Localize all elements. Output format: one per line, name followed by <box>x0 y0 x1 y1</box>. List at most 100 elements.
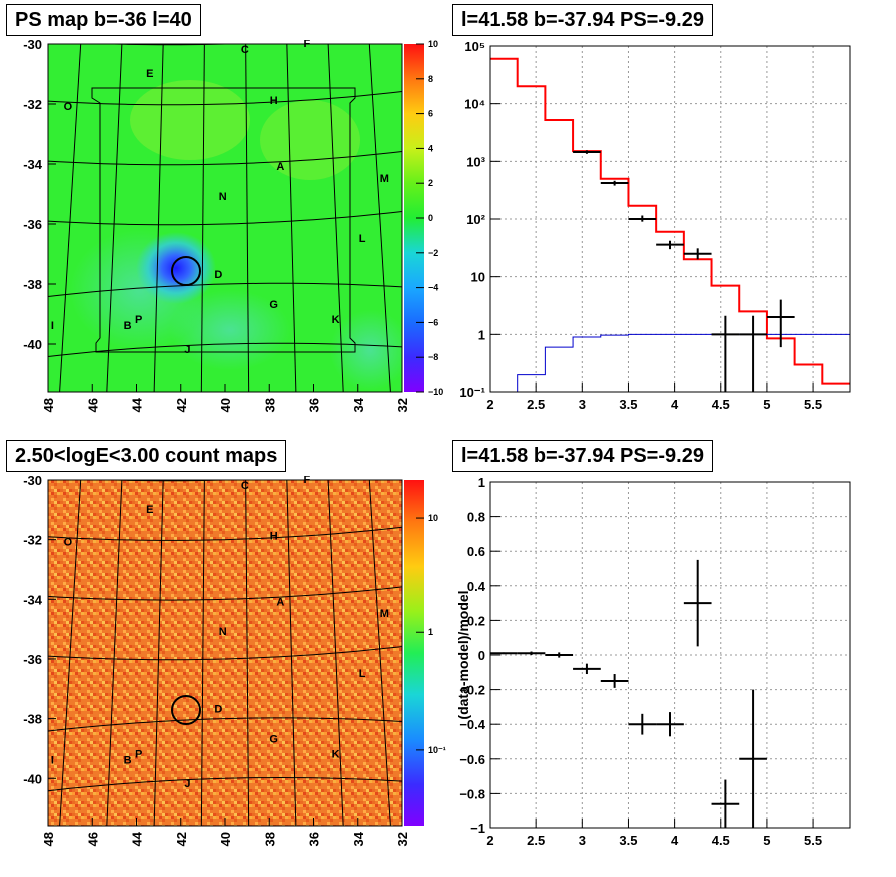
y-tick-label: 0 <box>478 648 485 663</box>
x-tick-label: 3 <box>579 833 586 848</box>
x-tick-label: 4 <box>671 397 679 412</box>
grid-longitude-line <box>59 480 82 826</box>
x-tick-label: 36 <box>307 832 322 846</box>
source-label-b: B <box>124 754 132 766</box>
y-tick-label: 10⁻¹ <box>459 385 485 400</box>
y-tick-label: 0.4 <box>467 579 486 594</box>
x-tick-label: 38 <box>262 398 277 412</box>
x-tick-label: 46 <box>85 398 100 412</box>
colorbar-tick-label: 6 <box>428 109 433 119</box>
y-tick-label: 0.6 <box>467 544 485 559</box>
source-label-l: L <box>359 668 366 680</box>
x-tick-label: 44 <box>130 831 145 846</box>
grid-longitude-line <box>59 44 82 392</box>
source-label-p: P <box>135 748 142 760</box>
ps-map-cool-patch <box>330 310 402 390</box>
residual-axes: 2 2.5 3 3.5 4 4.5 5 5.5 −1 −0.8 −0.6 −0.4 −0.2 0 0.2 0.… <box>459 475 822 848</box>
colorbar-tick-label: 1 <box>428 627 433 637</box>
y-tick-label: -34 <box>23 592 43 607</box>
count-map-colorbar <box>404 480 424 826</box>
count-map-svg: C F E H O A M N L D G K I B P J 48 46 44 42 40 38 36 34 32 -30 -3… <box>23 473 446 846</box>
source-label-g: G <box>269 299 278 311</box>
residual-points <box>490 559 767 828</box>
colorbar-tick-label: −4 <box>428 283 438 293</box>
source-label-k: K <box>332 314 340 326</box>
spectrum-svg: 2 2.5 3 3.5 4 4.5 5 5.5 10⁻¹ 1 10 10² 10³ 10⁴ 10⁵ <box>459 39 851 412</box>
grid-latitude-line <box>48 210 402 226</box>
x-tick-label: 44 <box>130 397 145 412</box>
colorbar-tick-label: −6 <box>428 317 438 327</box>
count-map-source-labels: C F E H O A M N L D G K I B P J <box>51 474 389 790</box>
x-tick-label: 32 <box>395 398 410 412</box>
x-tick-label: 34 <box>351 831 366 846</box>
colorbar-tick-label: −2 <box>428 248 438 258</box>
count-map-coordinate-grid <box>48 480 402 826</box>
source-label-c: C <box>241 44 249 56</box>
ps-map-axis-ticks: 48 46 44 42 40 38 36 34 32 -30 -32 -34 -36 -38 -40 <box>23 37 410 412</box>
y-tick-label: -40 <box>23 337 42 352</box>
y-tick-label: 10⁵ <box>464 40 485 54</box>
grid-longitude-line <box>153 44 164 392</box>
ps-map-bright-patch <box>130 80 250 160</box>
x-tick-label: 2.5 <box>527 397 545 412</box>
grid-longitude-line <box>245 44 250 392</box>
ps-map-roi-outline <box>91 87 356 353</box>
y-tick-label: 10⁴ <box>464 97 485 112</box>
source-label-i: I <box>51 320 54 332</box>
y-tick-label: -34 <box>23 157 43 172</box>
colorbar-tick-label: 4 <box>428 143 433 153</box>
grid-latitude-line <box>48 90 402 106</box>
grid-latitude-line <box>48 586 402 601</box>
x-tick-label: 2.5 <box>527 833 545 848</box>
x-tick-label: 48 <box>41 398 56 412</box>
source-label-f: F <box>303 476 310 486</box>
colorbar-tick-label: 10 <box>428 513 438 523</box>
y-tick-label: 1 <box>478 476 485 490</box>
x-tick-label: 3.5 <box>619 397 637 412</box>
source-label-k: K <box>332 748 340 760</box>
x-tick-label: 2 <box>486 833 493 848</box>
source-label-d: D <box>214 269 222 281</box>
source-label-h: H <box>270 531 278 543</box>
colorbar-tick-label: 8 <box>428 74 433 84</box>
source-label-n: N <box>219 191 227 203</box>
count-map-colorbar-ticks: 10 1 10⁻¹ <box>416 513 446 755</box>
source-label-n: N <box>219 626 227 638</box>
x-tick-label: 4 <box>671 833 679 848</box>
spectrum-title: l=41.58 b=-37.94 PS=-9.29 <box>452 4 713 36</box>
source-label-o: O <box>64 537 73 549</box>
x-tick-label: 40 <box>218 832 233 846</box>
y-tick-label: −1 <box>470 821 485 836</box>
source-label-m: M <box>380 173 389 185</box>
grid-longitude-line <box>368 480 391 826</box>
source-label-j: J <box>184 778 190 790</box>
grid-latitude-line <box>48 282 402 298</box>
spectrum-axes: 2 2.5 3 3.5 4 4.5 5 5.5 10⁻¹ 1 10 10² 10³ 10⁴ 10⁵ <box>459 39 822 412</box>
grid-latitude-line <box>48 717 402 732</box>
x-tick-label: 36 <box>307 398 322 412</box>
y-tick-label: -40 <box>23 771 42 786</box>
ps-map-bright-patch <box>260 100 360 180</box>
y-tick-label: 10² <box>466 212 485 227</box>
x-tick-label: 42 <box>174 398 189 412</box>
grid-longitude-line <box>286 44 297 392</box>
colorbar-tick-label: 0 <box>428 213 433 223</box>
source-label-g: G <box>269 733 278 745</box>
source-label-l: L <box>359 233 366 245</box>
ps-map-source-labels: C F E H O A M N L D G K I B P J <box>51 38 389 356</box>
x-tick-label: 5.5 <box>804 397 822 412</box>
source-label-a: A <box>276 596 284 608</box>
y-tick-label: −0.8 <box>459 786 485 801</box>
y-tick-label: -30 <box>23 476 42 488</box>
x-tick-label: 3 <box>579 397 586 412</box>
x-tick-label: 42 <box>174 832 189 846</box>
count-map-source-circle <box>171 695 201 725</box>
source-label-m: M <box>380 608 389 620</box>
count-map-background <box>48 480 402 826</box>
grid-longitude-line <box>245 480 250 826</box>
y-tick-label: -36 <box>23 217 42 232</box>
y-tick-label: -38 <box>23 712 42 727</box>
grid-longitude-line <box>153 480 164 826</box>
